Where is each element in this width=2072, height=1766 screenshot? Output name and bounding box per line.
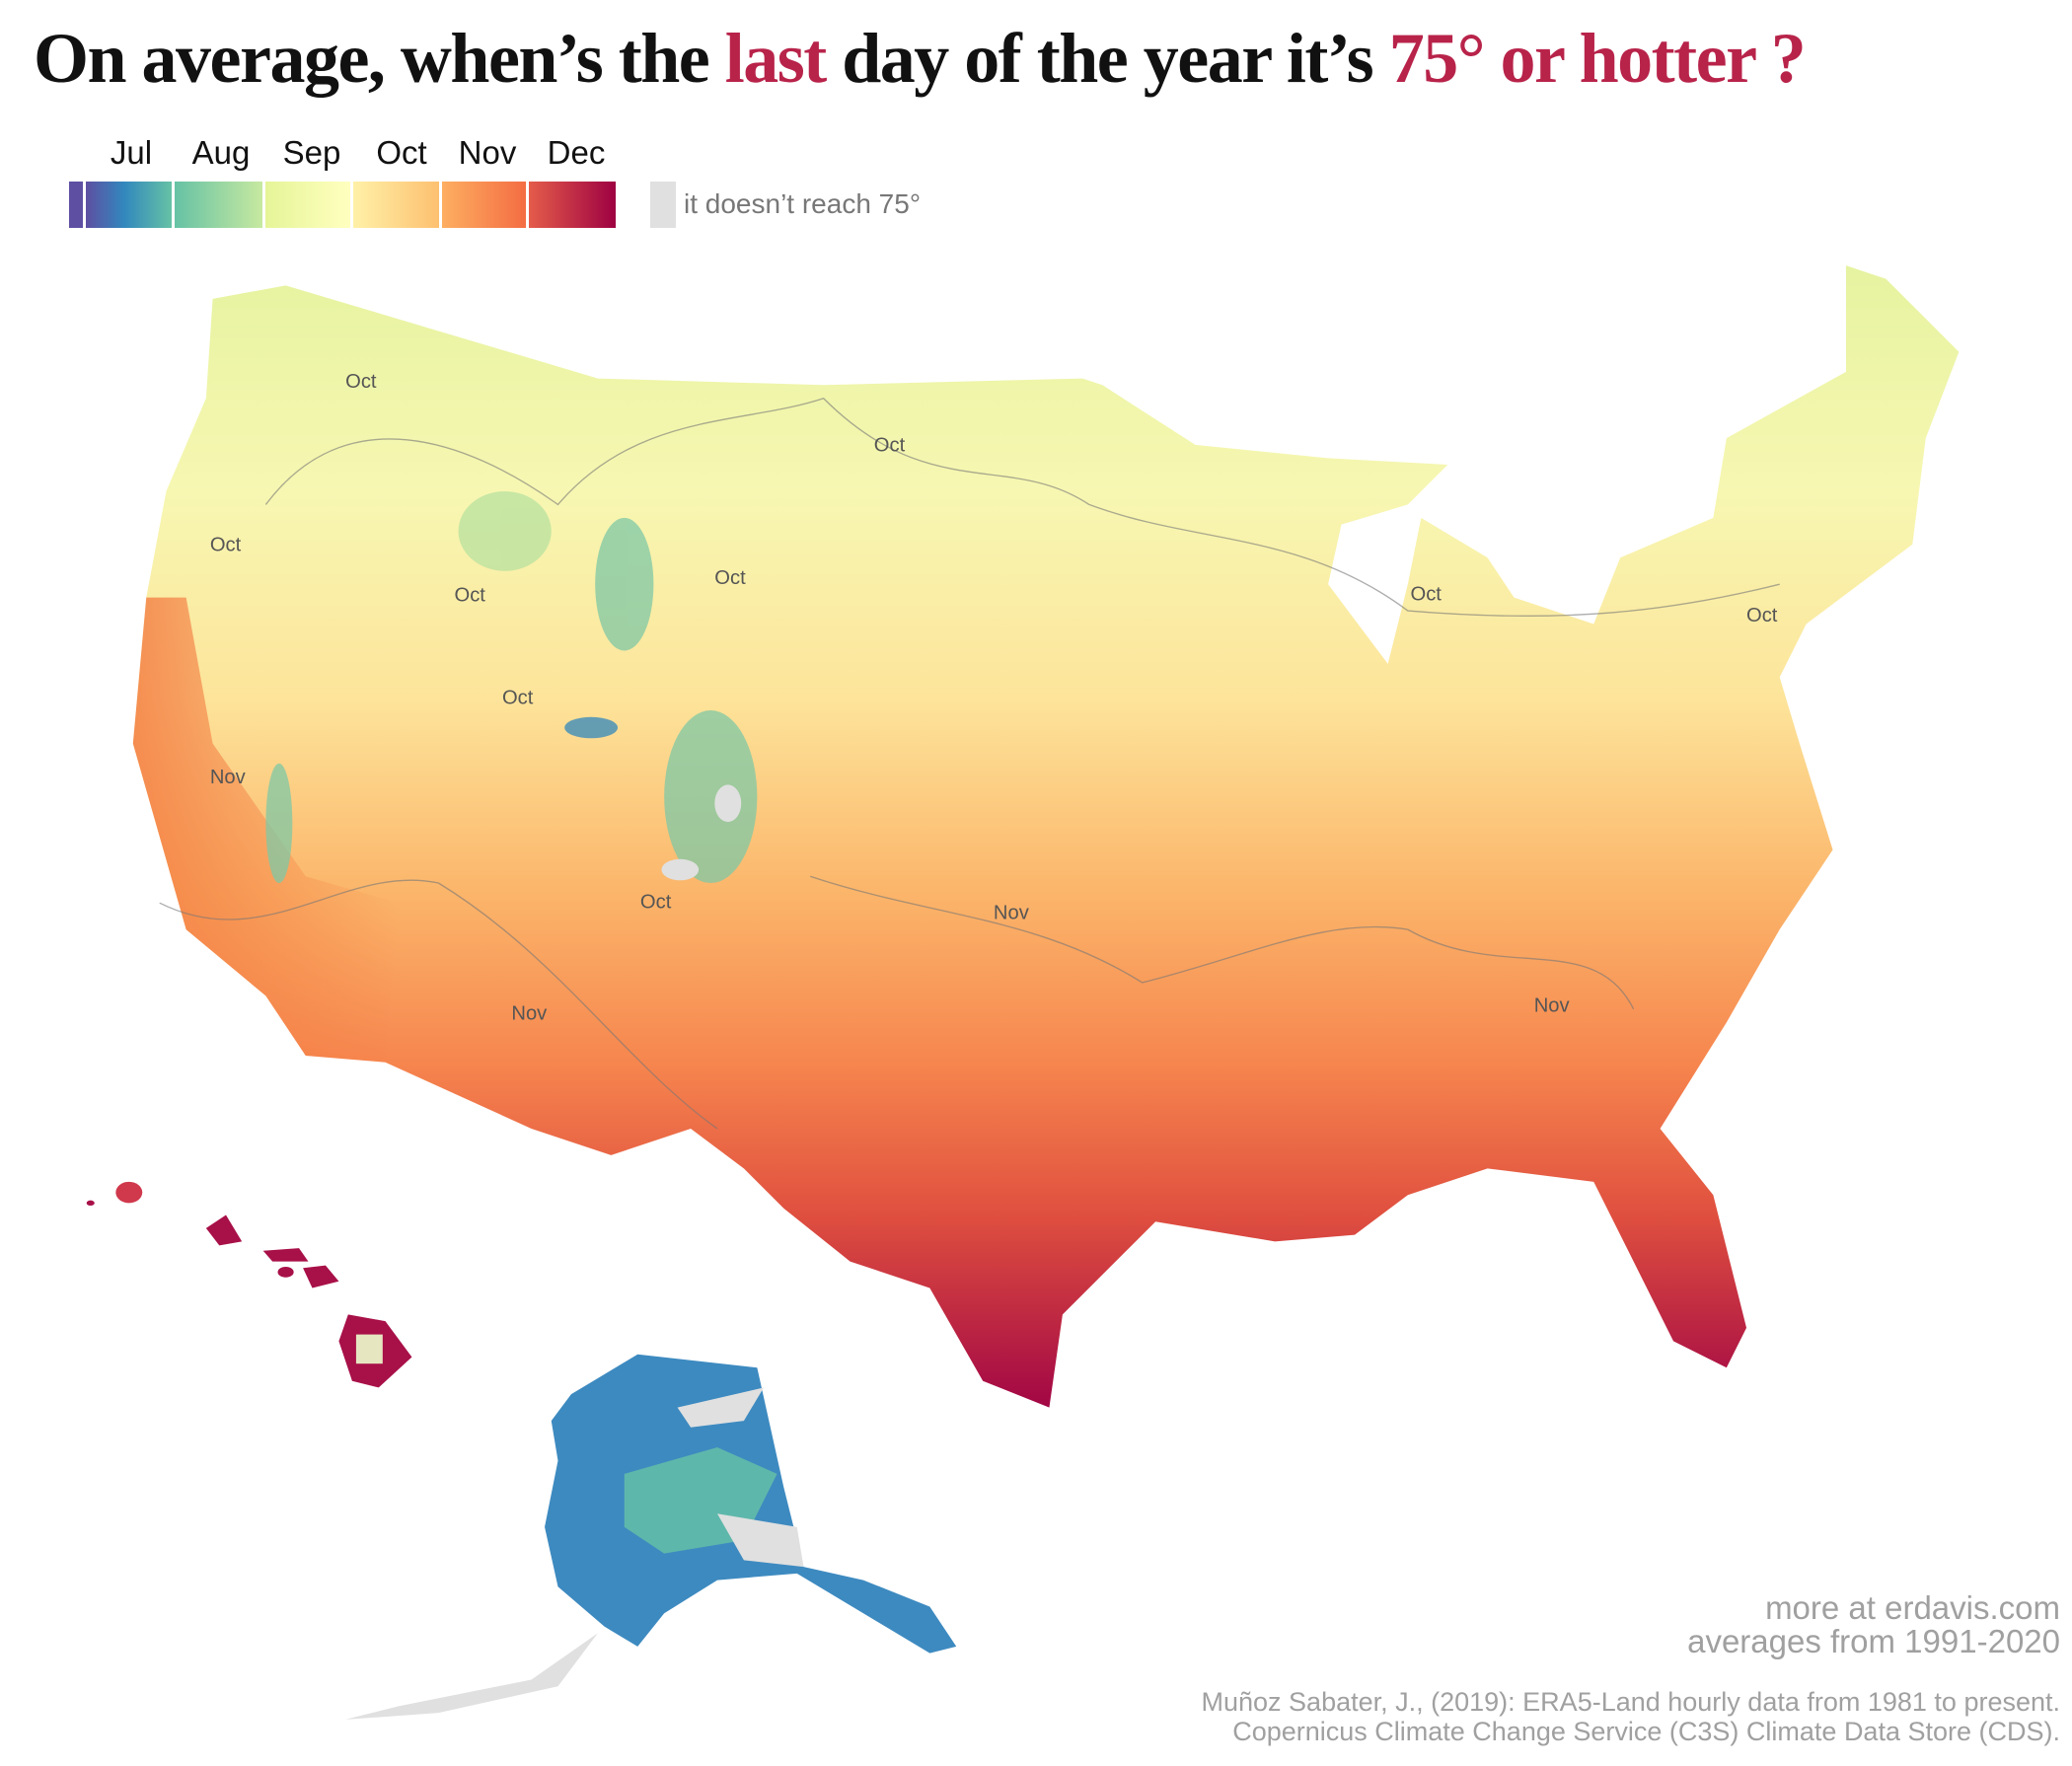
contour-label-oct: Oct [1746, 605, 1778, 626]
contour-label-oct: Oct [455, 585, 486, 607]
site-credit: more at erdavis.com [1765, 1589, 2060, 1626]
alaska [345, 1354, 957, 1720]
period-note: averages from 1991-2020 [1687, 1623, 2060, 1659]
legend-swatch-jun [69, 182, 83, 228]
contour-label-oct: Oct [345, 371, 377, 393]
legend-no-data-label: it doesn’t reach 75° [684, 188, 922, 219]
legend-swatch-nov [442, 182, 526, 228]
legend-label-nov: Nov [458, 134, 517, 171]
legend-swatch-aug [175, 182, 262, 228]
title-highlight-last: last [724, 19, 828, 98]
contour-label-oct: Oct [874, 435, 906, 457]
legend-no-data-swatch [650, 182, 676, 228]
page-title: On average, when’s the last day of the y… [34, 18, 1807, 100]
contour-labels: Oct Oct Oct Oct Oct Oct Oct Oct Oct Nov … [210, 371, 1778, 1025]
contour-label-oct: Oct [502, 687, 534, 708]
legend-label-dec: Dec [547, 134, 606, 171]
legend-swatch-jul [86, 182, 172, 228]
contiguous-us: Oct Oct Oct Oct Oct Oct Oct Oct Oct Nov … [132, 265, 1960, 1408]
contour-label-oct: Oct [1411, 583, 1443, 605]
source-line-2: Copernicus Climate Change Service (C3S) … [1232, 1717, 2060, 1746]
contour-label-nov: Nov [210, 767, 247, 788]
data-source: Muñoz Sabater, J., (2019): ERA5-Land hou… [1202, 1687, 2061, 1746]
west-coast-warm-band [132, 597, 399, 1063]
contour-label-nov: Nov [1534, 995, 1571, 1017]
contour-label-nov: Nov [511, 1003, 548, 1025]
legend-color-bar [69, 182, 616, 228]
contiguous-us-shape [132, 265, 1960, 1408]
contour-label-oct: Oct [640, 892, 672, 914]
source-line-1: Muñoz Sabater, J., (2019): ERA5-Land hou… [1201, 1687, 2061, 1717]
legend-label-sep: Sep [282, 134, 341, 171]
contour-lines [159, 397, 1780, 1130]
title-highlight-temp: 75° or hotter ? [1388, 19, 1807, 98]
rocky-mountains-cool-zone [265, 490, 758, 883]
legend-swatch-sep [265, 182, 350, 228]
hawaii [86, 1181, 412, 1388]
no-data-patches [661, 784, 742, 881]
contour-label-oct: Oct [210, 535, 242, 556]
legend-label-oct: Oct [376, 134, 427, 171]
title-text: On average, when’s the [34, 19, 725, 98]
alaska-no-data [345, 1387, 804, 1720]
legend-month-labels: Jul Aug Sep Oct Nov Dec [69, 134, 622, 174]
legend-swatch-oct [353, 182, 439, 228]
credits-info: more at erdavis.com averages from 1991-2… [1687, 1591, 2060, 1658]
contour-label-oct: Oct [714, 567, 746, 589]
title-text: day of the year it’s [825, 19, 1389, 98]
legend-label-aug: Aug [191, 134, 251, 171]
contour-label-nov: Nov [994, 902, 1030, 923]
legend-label-jul: Jul [110, 134, 153, 171]
legend-swatch-dec [529, 182, 616, 228]
